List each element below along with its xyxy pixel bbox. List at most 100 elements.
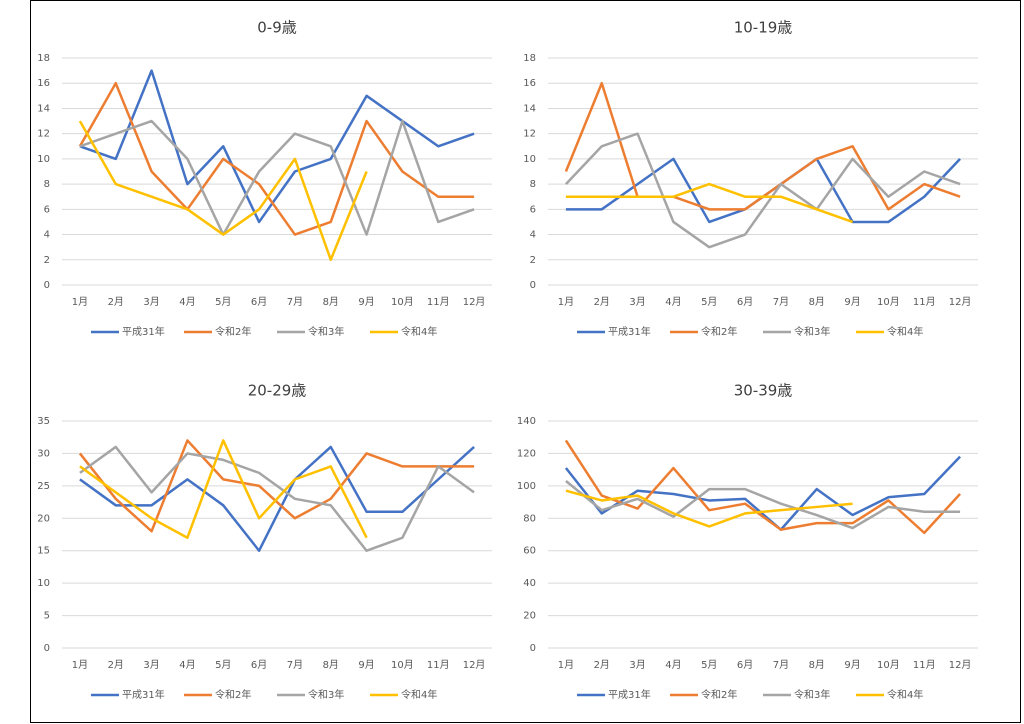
series-line bbox=[78, 439, 475, 533]
x-tick-label: 1月 bbox=[558, 659, 574, 671]
legend-label: 令和2年 bbox=[215, 325, 251, 338]
y-tick-label: 30 bbox=[37, 448, 50, 459]
x-tick-label: 11月 bbox=[913, 296, 936, 308]
chart-title: 0-9歳 bbox=[257, 19, 297, 37]
series-line bbox=[565, 480, 961, 530]
x-tick-label: 8月 bbox=[809, 296, 825, 308]
x-tick-label: 7月 bbox=[287, 659, 303, 671]
x-tick-label: 11月 bbox=[427, 296, 450, 308]
y-tick-label: 10 bbox=[523, 154, 536, 165]
x-tick-label: 12月 bbox=[949, 296, 972, 308]
y-tick-label: 35 bbox=[37, 416, 50, 427]
x-tick-label: 10月 bbox=[391, 296, 414, 308]
legend-label: 令和2年 bbox=[215, 688, 251, 701]
y-tick-label: 140 bbox=[517, 416, 536, 427]
x-tick-label: 10月 bbox=[391, 659, 414, 671]
x-tick-label: 10月 bbox=[877, 296, 900, 308]
y-tick-label: 8 bbox=[44, 179, 50, 190]
y-tick-label: 16 bbox=[37, 78, 50, 89]
x-tick-label: 3月 bbox=[629, 296, 645, 308]
y-tick-label: 6 bbox=[530, 204, 536, 215]
y-tick-label: 14 bbox=[37, 103, 50, 114]
x-tick-label: 2月 bbox=[594, 296, 610, 308]
chart-title: 10-19歳 bbox=[734, 19, 793, 37]
legend-label: 令和4年 bbox=[401, 688, 437, 701]
y-tick-label: 20 bbox=[523, 611, 536, 622]
chart-title: 20-29歳 bbox=[248, 382, 307, 400]
x-tick-label: 8月 bbox=[323, 659, 339, 671]
y-tick-label: 12 bbox=[523, 129, 536, 140]
y-tick-label: 0 bbox=[44, 643, 50, 654]
y-tick-label: 14 bbox=[523, 103, 536, 114]
y-tick-label: 60 bbox=[523, 546, 536, 557]
frame bbox=[30, 0, 1021, 723]
x-tick-label: 8月 bbox=[323, 296, 339, 308]
legend-label: 令和4年 bbox=[401, 325, 437, 338]
x-tick-label: 1月 bbox=[72, 296, 88, 308]
x-tick-label: 4月 bbox=[665, 659, 681, 671]
series-line bbox=[564, 439, 962, 535]
x-tick-label: 9月 bbox=[358, 659, 374, 671]
legend-label: 令和4年 bbox=[887, 325, 923, 338]
x-tick-label: 2月 bbox=[108, 659, 124, 671]
x-tick-label: 8月 bbox=[809, 659, 825, 671]
y-tick-label: 18 bbox=[523, 53, 536, 64]
y-tick-label: 16 bbox=[523, 78, 536, 89]
y-tick-label: 4 bbox=[530, 230, 536, 241]
x-tick-label: 5月 bbox=[215, 296, 231, 308]
x-tick-label: 12月 bbox=[949, 659, 972, 671]
series-line bbox=[564, 455, 961, 531]
x-tick-label: 2月 bbox=[108, 296, 124, 308]
y-tick-label: 0 bbox=[530, 643, 536, 654]
y-tick-label: 2 bbox=[44, 255, 50, 266]
x-tick-label: 6月 bbox=[251, 296, 267, 308]
x-tick-label: 5月 bbox=[215, 659, 231, 671]
legend-label: 令和3年 bbox=[308, 325, 344, 338]
x-tick-label: 5月 bbox=[701, 659, 717, 671]
x-tick-label: 3月 bbox=[629, 659, 645, 671]
x-tick-label: 11月 bbox=[913, 659, 936, 671]
x-tick-label: 1月 bbox=[72, 659, 88, 671]
series-line bbox=[565, 489, 853, 528]
y-tick-label: 10 bbox=[37, 154, 50, 165]
y-tick-label: 4 bbox=[44, 230, 50, 241]
y-tick-label: 15 bbox=[37, 546, 50, 557]
y-tick-label: 0 bbox=[530, 280, 536, 291]
series-line bbox=[79, 439, 368, 539]
y-tick-label: 100 bbox=[517, 481, 536, 492]
series-line bbox=[79, 119, 475, 236]
x-tick-label: 1月 bbox=[558, 296, 574, 308]
x-tick-label: 9月 bbox=[844, 296, 860, 308]
x-tick-label: 6月 bbox=[737, 296, 753, 308]
series-line bbox=[565, 132, 961, 249]
x-tick-label: 3月 bbox=[143, 296, 159, 308]
y-tick-label: 10 bbox=[37, 578, 50, 589]
x-tick-label: 5月 bbox=[701, 296, 717, 308]
legend-label: 令和4年 bbox=[887, 688, 923, 701]
x-tick-label: 11月 bbox=[427, 659, 450, 671]
x-tick-label: 6月 bbox=[251, 659, 267, 671]
x-tick-label: 4月 bbox=[665, 296, 681, 308]
series-line bbox=[79, 445, 475, 552]
y-tick-label: 0 bbox=[44, 280, 50, 291]
x-tick-label: 12月 bbox=[463, 296, 486, 308]
x-tick-label: 4月 bbox=[179, 296, 195, 308]
series-line bbox=[79, 445, 475, 552]
x-tick-label: 7月 bbox=[773, 659, 789, 671]
x-tick-label: 7月 bbox=[287, 296, 303, 308]
x-tick-label: 9月 bbox=[844, 659, 860, 671]
legend-label: 令和3年 bbox=[308, 688, 344, 701]
y-tick-label: 12 bbox=[37, 129, 50, 140]
legend-label: 令和2年 bbox=[701, 688, 737, 701]
chart-title: 30-39歳 bbox=[734, 382, 793, 400]
y-tick-label: 6 bbox=[44, 204, 50, 215]
y-tick-label: 25 bbox=[37, 481, 50, 492]
legend-label: 平成31年 bbox=[122, 688, 165, 701]
series-line bbox=[79, 69, 475, 224]
legend-label: 平成31年 bbox=[608, 325, 651, 338]
series-line bbox=[78, 81, 475, 236]
y-tick-label: 20 bbox=[37, 513, 50, 524]
y-tick-label: 2 bbox=[530, 255, 536, 266]
x-tick-label: 3月 bbox=[143, 659, 159, 671]
x-tick-label: 10月 bbox=[877, 659, 900, 671]
